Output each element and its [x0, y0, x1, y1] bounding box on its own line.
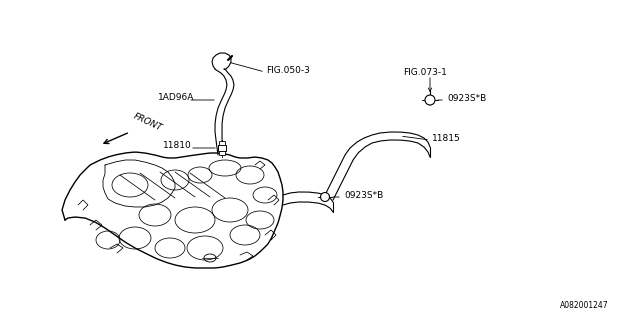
Bar: [219, 141, 225, 145]
Text: FIG.050-3: FIG.050-3: [266, 66, 310, 75]
Text: 1AD96A: 1AD96A: [158, 92, 195, 101]
Text: 11810: 11810: [163, 140, 192, 149]
Text: 0923S*B: 0923S*B: [447, 93, 486, 102]
Bar: [219, 151, 225, 155]
Text: 11815: 11815: [432, 133, 461, 142]
Text: A082001247: A082001247: [560, 301, 609, 310]
Text: 0923S*B: 0923S*B: [344, 190, 383, 199]
Text: FIG.073-1: FIG.073-1: [403, 68, 447, 76]
Bar: [218, 145, 226, 151]
Circle shape: [425, 95, 435, 105]
Circle shape: [321, 193, 330, 202]
Text: FRONT: FRONT: [132, 112, 164, 133]
